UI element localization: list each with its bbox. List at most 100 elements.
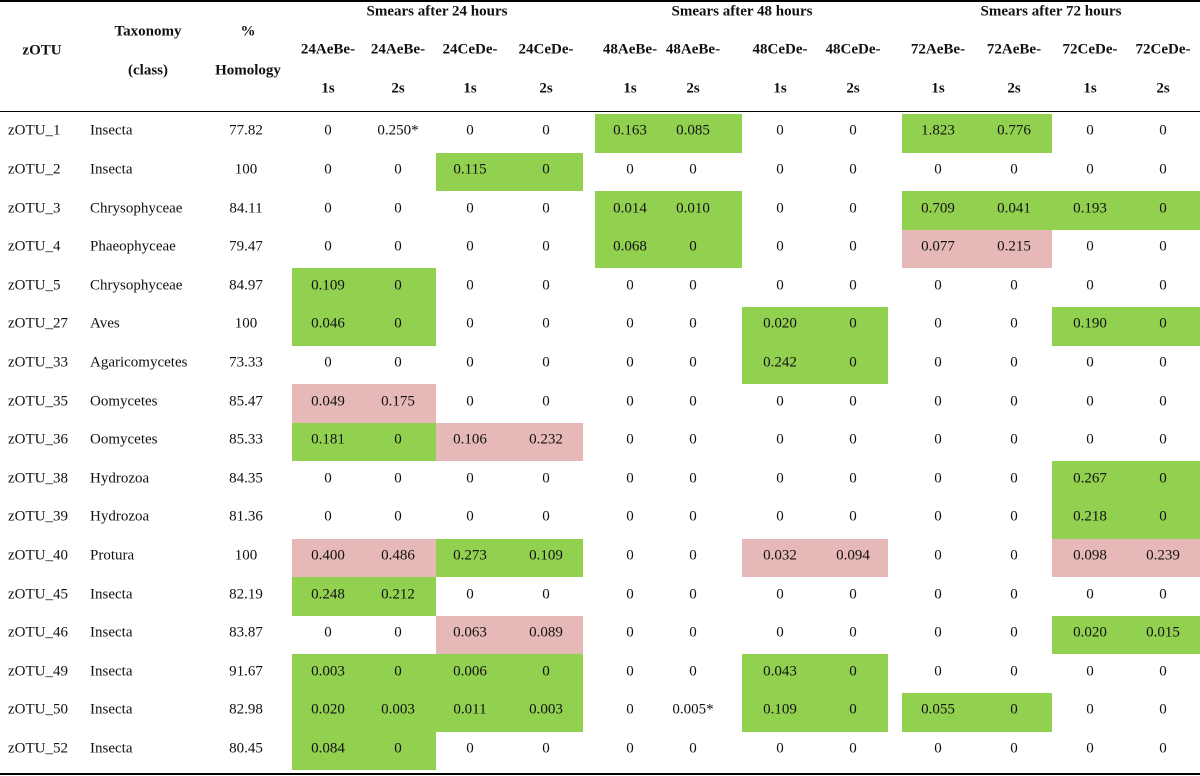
table-cell-value: 0.077 xyxy=(921,238,955,255)
cell-highlight xyxy=(976,191,1052,230)
row-taxonomy: Insecta xyxy=(90,663,133,680)
cell-highlight xyxy=(364,422,436,462)
row-taxonomy: Chrysophyceae xyxy=(90,277,183,294)
row-taxonomy: Insecta xyxy=(90,161,133,178)
table-cell-value: 0 xyxy=(934,431,942,448)
table-cell-value: 0.046 xyxy=(311,315,345,332)
row-taxonomy: Insecta xyxy=(90,122,133,139)
table-cell-value: 0 xyxy=(849,586,857,602)
row-taxonomy: Oomycetes xyxy=(90,393,158,409)
table-cell-value: 0 xyxy=(1010,740,1018,757)
table-cell-value: 0 xyxy=(542,508,550,525)
table-cell-value: 0 xyxy=(776,277,784,294)
table-cell-value: 0.232 xyxy=(529,431,563,448)
header-sample-5-line1: 48AeBe- xyxy=(602,41,658,58)
table-cell-value: 0 xyxy=(849,238,857,255)
table-cell-value: 0.486 xyxy=(381,547,415,564)
cell-highlight xyxy=(364,693,436,732)
row-homology: 85.47 xyxy=(229,393,263,409)
row-homology: 84.35 xyxy=(229,470,263,487)
header-sample-8-line2: 2s xyxy=(846,80,860,97)
table-cell-value: 0.089 xyxy=(529,624,563,641)
row-zotu-id: zOTU_5 xyxy=(8,277,61,294)
cell-highlight xyxy=(660,114,742,153)
table-cell-value: 0 xyxy=(466,586,474,602)
table-cell-value: 0 xyxy=(776,238,784,255)
cell-highlight xyxy=(1052,615,1126,655)
table-cell-value: 0.115 xyxy=(453,161,487,178)
table-cell-value: 0 xyxy=(1159,122,1167,139)
table-cell-value: 0 xyxy=(689,315,697,332)
row-homology: 80.45 xyxy=(229,740,263,757)
table-cell-value: 0 xyxy=(689,547,697,564)
table-cell-value: 0.400 xyxy=(311,547,345,564)
row-taxonomy: Phaeophyceae xyxy=(90,238,176,255)
header-sample-9-line2: 1s xyxy=(931,80,945,97)
row-zotu-id: zOTU_45 xyxy=(8,586,68,602)
row-homology: 82.19 xyxy=(229,586,263,602)
row-zotu-id: zOTU_38 xyxy=(8,470,68,487)
table-cell-value: 0 xyxy=(776,508,784,525)
table-cell-value: 0.709 xyxy=(921,200,955,216)
table-cell-value: 0 xyxy=(689,277,697,294)
table-cell-value: 0 xyxy=(934,354,942,371)
cell-highlight xyxy=(292,384,364,423)
table-cell-value: 0 xyxy=(466,393,474,409)
cell-highlight xyxy=(815,345,888,385)
header-sample-2-line1: 24AeBe- xyxy=(370,41,426,58)
header-sample-4-line2: 2s xyxy=(539,80,553,97)
table-cell-value: 0 xyxy=(626,431,634,448)
table-cell-value: 0 xyxy=(776,740,784,757)
table-cell-value: 0 xyxy=(626,161,634,178)
cell-highlight xyxy=(436,538,512,578)
table-cell-value: 0.068 xyxy=(613,238,647,255)
row-zotu-id: zOTU_39 xyxy=(8,508,68,525)
header-sample-12-line2: 2s xyxy=(1156,80,1170,97)
table-cell-value: 0 xyxy=(934,470,942,487)
row-homology: 79.47 xyxy=(229,238,263,255)
table-cell-value: 0 xyxy=(394,354,402,371)
table-cell-value: 0 xyxy=(934,624,942,641)
cell-highlight xyxy=(815,307,888,346)
table-cell-value: 0.250* xyxy=(377,122,419,139)
row-zotu-id: zOTU_4 xyxy=(8,238,61,255)
table-cell-value: 0 xyxy=(1159,161,1167,178)
table-cell-value: 0.242 xyxy=(763,354,797,371)
table-cell-value: 0 xyxy=(394,431,402,448)
table-cell-value: 0.248 xyxy=(311,586,345,602)
table-cell-value: 0 xyxy=(626,740,634,757)
table-cell-value: 0 xyxy=(1086,122,1094,139)
table-cell-value: 0 xyxy=(324,470,332,487)
table-cell-value: 0 xyxy=(1159,431,1167,448)
table-cell-value: 0 xyxy=(1086,701,1094,718)
row-taxonomy: Hydrozoa xyxy=(90,508,150,525)
table-cell-value: 0 xyxy=(934,547,942,564)
table-cell-value: 0.239 xyxy=(1146,547,1180,564)
table-cell-value: 0 xyxy=(849,354,857,371)
table-cell-value: 0 xyxy=(1010,547,1018,564)
cell-highlight xyxy=(815,654,888,693)
header-group-72h: Smears after 72 hours xyxy=(980,3,1122,20)
table-cell-value: 0 xyxy=(849,161,857,178)
cell-highlight xyxy=(436,152,512,192)
table-cell-value: 0 xyxy=(466,122,474,139)
cell-highlight xyxy=(976,114,1052,153)
table-cell-value: 0 xyxy=(626,277,634,294)
table-cell-value: 0 xyxy=(324,161,332,178)
table-cell-value: 0 xyxy=(324,354,332,371)
table-cell-value: 0 xyxy=(626,508,634,525)
header-taxonomy-line1: Taxonomy xyxy=(114,23,182,40)
table-cell-value: 0 xyxy=(394,508,402,525)
table-cell-value: 0 xyxy=(1086,663,1094,680)
cell-highlight xyxy=(742,538,815,578)
header-sample-10-line2: 2s xyxy=(1007,80,1021,97)
table-cell-value: 0 xyxy=(324,508,332,525)
table-cell-value: 0 xyxy=(934,663,942,680)
table-cell-value: 0 xyxy=(689,431,697,448)
row-taxonomy: Chrysophyceae xyxy=(90,200,183,216)
table-cell-value: 0 xyxy=(324,122,332,139)
table-cell-value: 0 xyxy=(849,624,857,641)
cell-highlight xyxy=(512,615,583,655)
table-cell-value: 0.094 xyxy=(836,547,870,564)
table-cell-value: 0 xyxy=(849,277,857,294)
